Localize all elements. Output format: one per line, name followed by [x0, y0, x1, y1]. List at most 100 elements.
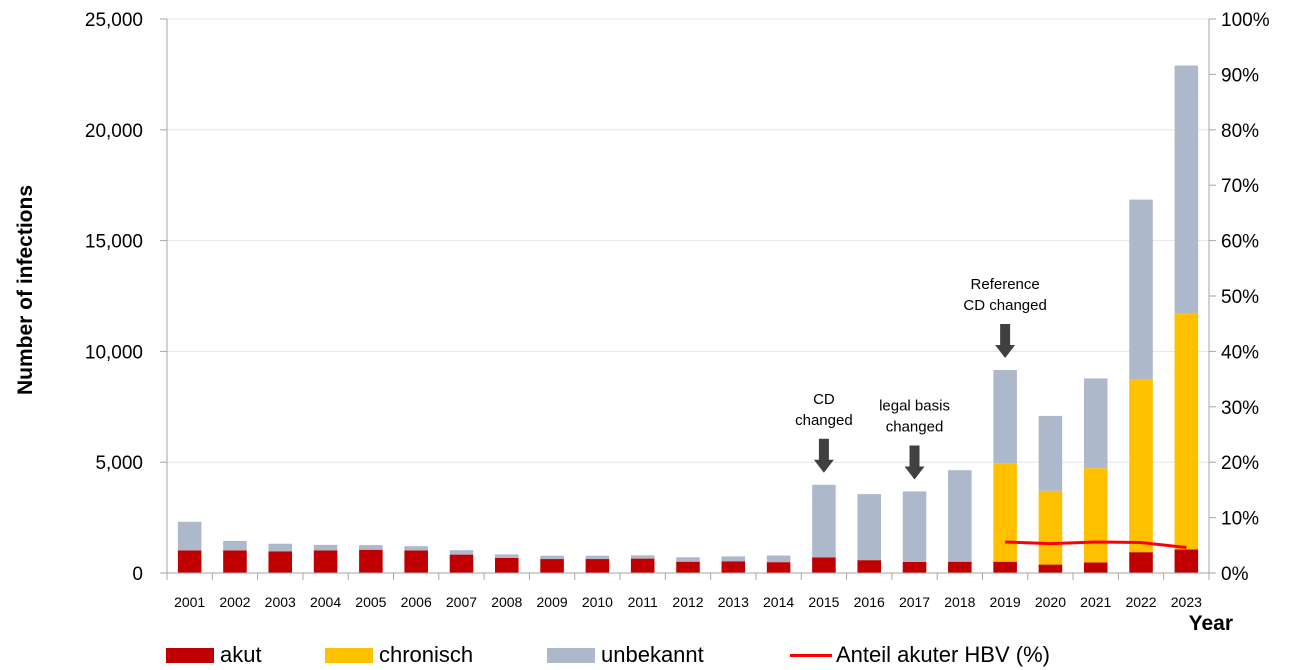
left-tick-label: 15,000 — [85, 232, 143, 253]
y-axis-title: Number of infections — [14, 185, 37, 395]
bar-unbekannt-2020 — [1038, 415, 1063, 491]
annotation-text: CD changed — [963, 297, 1046, 314]
bar-chronisch-2023 — [1174, 313, 1199, 550]
bar-akut-2013 — [721, 561, 746, 573]
bar-akut-2014 — [766, 562, 791, 573]
legend-item-chronisch: chronisch — [325, 640, 473, 670]
bar-akut-2003 — [268, 551, 293, 573]
bar-akut-2008 — [495, 557, 519, 573]
annotation-text: legal basis — [879, 397, 950, 414]
legend-item-anteil: Anteil akuter HBV (%) — [790, 640, 1050, 670]
legend-label-chronisch: chronisch — [379, 642, 474, 667]
bar-akut-2001 — [177, 550, 202, 573]
bar-unbekannt-2013 — [721, 556, 746, 562]
right-tick-label: 20% — [1221, 453, 1259, 474]
left-tick-label: 20,000 — [85, 121, 143, 142]
legend-swatch-anteil — [790, 653, 832, 657]
bar-unbekannt-2005 — [359, 545, 383, 550]
bar-unbekannt-2012 — [676, 557, 700, 562]
bar-unbekannt-2010 — [585, 555, 610, 560]
legend-swatch-chronisch — [325, 647, 373, 663]
bar-chronisch-2020 — [1038, 490, 1063, 565]
bar-akut-2023 — [1174, 549, 1199, 573]
bars — [177, 65, 1199, 573]
bar-unbekannt-2023 — [1174, 65, 1199, 314]
bar-akut-2010 — [585, 559, 610, 573]
bar-unbekannt-2017 — [902, 491, 927, 562]
x-tick-label: 2015 — [808, 594, 839, 610]
left-tick-label: 25,000 — [85, 10, 143, 31]
right-tick-label: 60% — [1221, 232, 1259, 253]
bar-unbekannt-2002 — [223, 540, 247, 551]
bar-akut-2004 — [313, 550, 338, 573]
x-axis-title: Year — [1189, 612, 1233, 635]
right-tick-label: 30% — [1221, 398, 1259, 419]
left-tick-label: 5,000 — [95, 453, 143, 474]
annotation-text: CD — [813, 391, 835, 408]
bar-akut-2007 — [449, 554, 474, 573]
bar-chronisch-2022 — [1129, 379, 1153, 553]
x-tick-label: 2002 — [219, 594, 250, 610]
bar-akut-2011 — [630, 558, 655, 573]
gridlines — [167, 18, 1209, 463]
bar-chronisch-2021 — [1083, 468, 1108, 563]
x-tick-label: 2023 — [1171, 594, 1202, 610]
annotation-2015: CD changed — [795, 391, 853, 473]
bar-akut-2022 — [1129, 552, 1153, 573]
x-tick-label: 2009 — [537, 594, 568, 610]
annotation-arrow — [995, 324, 1016, 359]
bar-unbekannt-2015 — [812, 484, 836, 558]
x-tick-label: 2016 — [854, 594, 885, 610]
right-tick-label: 100% — [1221, 10, 1270, 31]
bar-unbekannt-2001 — [177, 521, 202, 551]
legend-label-unbekannt: unbekannt — [601, 642, 704, 667]
bar-akut-2015 — [812, 557, 836, 573]
bar-akut-2012 — [676, 561, 700, 573]
x-tick-label: 2001 — [174, 594, 205, 610]
bar-unbekannt-2003 — [268, 543, 293, 552]
bar-unbekannt-2007 — [449, 550, 474, 555]
right-axis-ticks: 0% 10% 20% 30% 40% 50% 60% 70% 80% 90% 100% — [1209, 10, 1270, 585]
bar-unbekannt-2019 — [993, 370, 1017, 464]
x-axis-ticks: 2001 2002 2003 2004 2005 2006 2007 2008 2009 2010… — [166, 573, 1210, 610]
x-tick-label: 2013 — [718, 594, 749, 610]
bar-akut-2002 — [223, 550, 247, 573]
bar-unbekannt-2006 — [404, 546, 428, 551]
bar-akut-2006 — [404, 550, 428, 573]
legend-label-anteil: Anteil akuter HBV (%) — [836, 642, 1050, 667]
x-tick-label: 2007 — [446, 594, 477, 610]
legend-swatch-akut — [166, 647, 214, 663]
acute-share-line-path — [1005, 540, 1187, 550]
x-tick-label: 2006 — [401, 594, 432, 610]
chart: 0 5,000 10,000 15,000 20,000 25,000 0% 10% 20% 3… — [14, 10, 1270, 635]
bar-unbekannt-2022 — [1129, 199, 1153, 380]
x-tick-label: 2010 — [582, 594, 613, 610]
bar-unbekannt-2018 — [948, 470, 972, 562]
x-tick-label: 2020 — [1035, 594, 1066, 610]
bar-unbekannt-2016 — [857, 494, 881, 561]
bar-akut-2005 — [359, 549, 383, 573]
left-axis-ticks: 0 5,000 10,000 15,000 20,000 25,000 — [85, 10, 167, 585]
legend-item-unbekannt: unbekannt — [547, 640, 704, 670]
right-tick-label: 80% — [1221, 121, 1259, 142]
bar-akut-2017 — [902, 561, 927, 573]
acute-share-line — [1005, 540, 1187, 550]
x-tick-label: 2019 — [990, 594, 1021, 610]
bar-unbekannt-2008 — [495, 554, 519, 558]
x-tick-label: 2017 — [899, 594, 930, 610]
left-tick-label: 0 — [132, 564, 143, 585]
right-tick-label: 40% — [1221, 342, 1259, 363]
x-tick-label: 2021 — [1080, 594, 1111, 610]
bar-akut-2020 — [1038, 564, 1063, 573]
x-tick-label: 2022 — [1125, 594, 1156, 610]
x-tick-label: 2003 — [265, 594, 296, 610]
bar-akut-2016 — [857, 560, 881, 573]
x-tick-label: 2004 — [310, 594, 341, 610]
annotation-text: changed — [886, 418, 944, 435]
x-tick-label: 2012 — [672, 594, 703, 610]
annotations: CD changed legal basis changed Reference CD c… — [795, 276, 1047, 480]
bar-akut-2009 — [540, 559, 564, 573]
bar-unbekannt-2014 — [766, 555, 791, 563]
annotation-text: changed — [795, 412, 853, 429]
bar-akut-2021 — [1083, 562, 1108, 573]
